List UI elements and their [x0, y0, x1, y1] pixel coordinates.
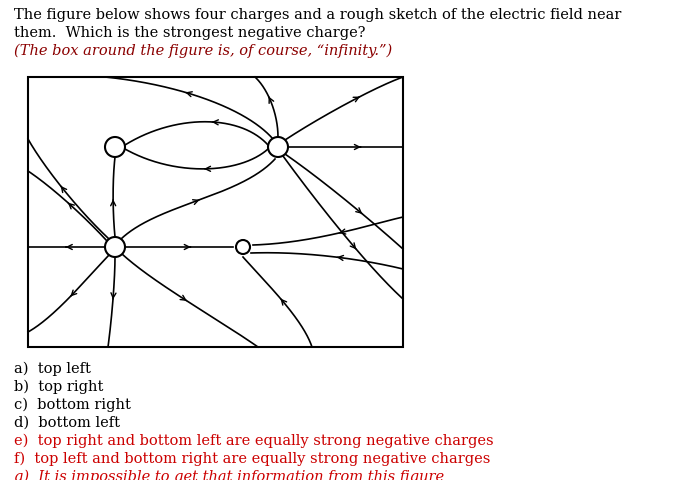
- Circle shape: [105, 238, 125, 257]
- Text: c)  bottom right: c) bottom right: [14, 397, 131, 411]
- Text: g)  It is impossible to get that information from this figure: g) It is impossible to get that informat…: [14, 469, 444, 480]
- Text: d)  bottom left: d) bottom left: [14, 415, 120, 429]
- Text: a)  top left: a) top left: [14, 361, 91, 376]
- Bar: [28, 78, 403, 347]
- Circle shape: [105, 138, 125, 157]
- Text: f)  top left and bottom right are equally strong negative charges: f) top left and bottom right are equally…: [14, 451, 491, 466]
- Text: (The box around the figure is, of course, “infinity.”): (The box around the figure is, of course…: [14, 44, 392, 58]
- Text: e)  top right and bottom left are equally strong negative charges: e) top right and bottom left are equally…: [14, 433, 493, 447]
- Circle shape: [268, 138, 288, 157]
- Text: b)  top right: b) top right: [14, 379, 104, 394]
- Circle shape: [236, 240, 250, 254]
- Text: them.  Which is the strongest negative charge?: them. Which is the strongest negative ch…: [14, 26, 365, 40]
- Text: The figure below shows four charges and a rough sketch of the electric field nea: The figure below shows four charges and …: [14, 8, 622, 22]
